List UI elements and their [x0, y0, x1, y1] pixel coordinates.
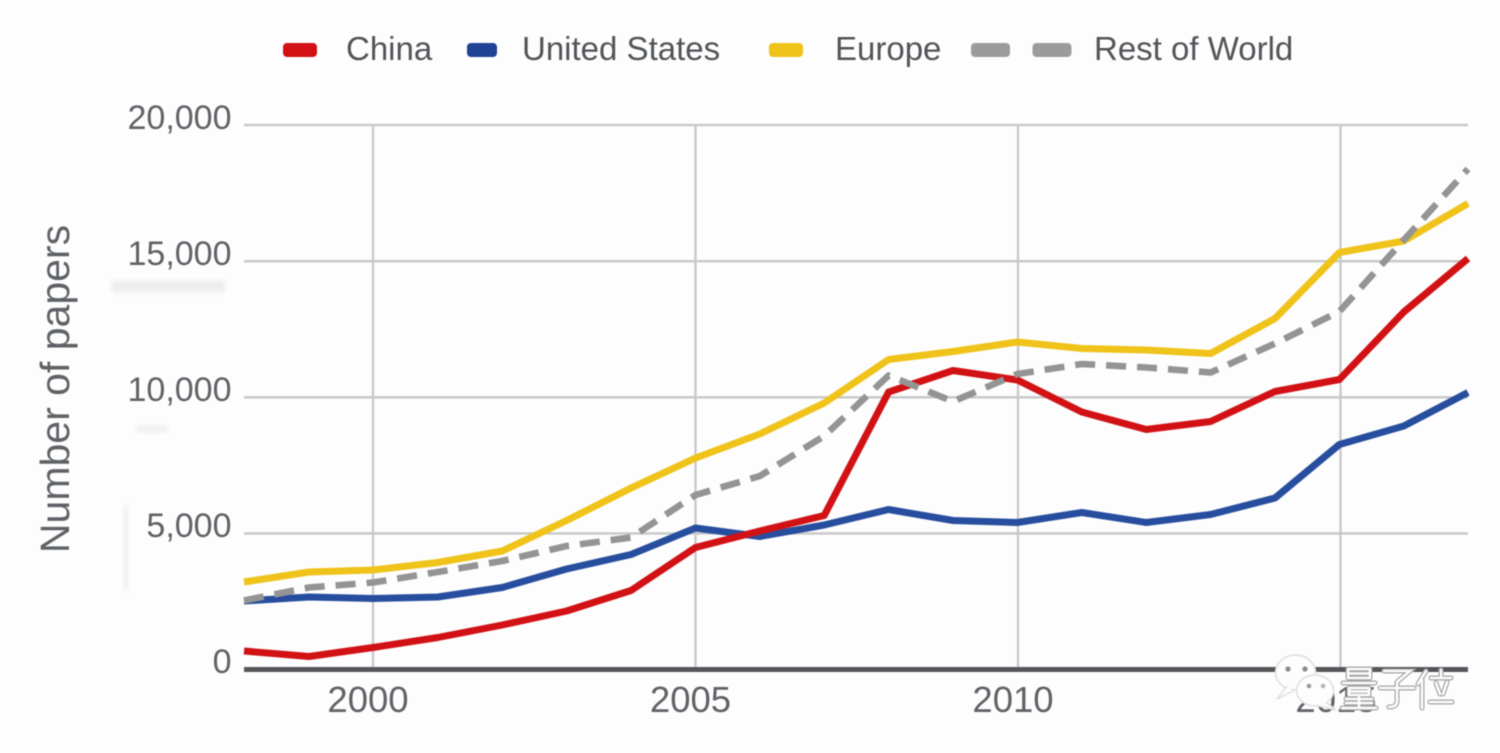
svg-text:2005: 2005: [650, 679, 731, 720]
svg-text:2010: 2010: [972, 679, 1053, 720]
svg-text:2000: 2000: [327, 679, 408, 720]
svg-text:15,000: 15,000: [128, 235, 232, 273]
svg-text:0: 0: [213, 643, 232, 681]
svg-text:United States: United States: [522, 30, 720, 67]
svg-text:Rest of World: Rest of World: [1094, 30, 1293, 67]
svg-text:Europe: Europe: [835, 30, 941, 67]
svg-text:China: China: [346, 30, 433, 67]
svg-text:Number of papers: Number of papers: [32, 225, 78, 553]
svg-text:5,000: 5,000: [146, 507, 231, 545]
svg-text:10,000: 10,000: [128, 371, 232, 409]
svg-text:20,000: 20,000: [128, 99, 232, 137]
